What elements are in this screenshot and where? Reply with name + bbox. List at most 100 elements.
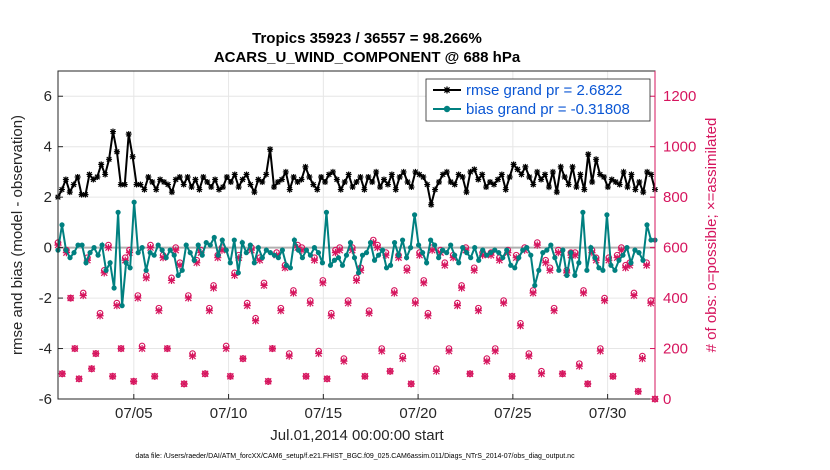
bias-point — [343, 252, 350, 258]
obs-assimilated-point — [579, 289, 588, 297]
obs-assimilated-point — [344, 299, 352, 307]
rmse-point — [239, 176, 246, 183]
bias-point — [199, 252, 205, 258]
rmse-point — [380, 176, 387, 183]
rmse-point — [310, 181, 317, 188]
obs-assimilated-point — [281, 264, 289, 272]
y-tick-label: 0 — [44, 240, 52, 257]
obs-assimilated-point — [445, 347, 453, 355]
bias-point — [580, 209, 586, 215]
rmse-point — [365, 173, 372, 180]
bias-point — [291, 237, 297, 243]
bias-point — [516, 255, 522, 261]
obs-assimilated-point — [310, 256, 319, 264]
obs-assimilated-point — [230, 271, 239, 279]
obs-assimilated-point — [558, 370, 567, 378]
rmse-point — [247, 181, 254, 188]
obs-assimilated-point — [155, 307, 163, 315]
bias-point — [271, 252, 277, 258]
obs-assimilated-point — [600, 297, 609, 305]
bias-point — [395, 252, 402, 258]
obs-assimilated-point — [163, 344, 171, 353]
bias-point — [307, 252, 314, 258]
obs-assimilated-point — [458, 284, 466, 292]
rmse-point — [306, 173, 313, 180]
rmse-point — [74, 173, 81, 180]
bias-point — [183, 242, 189, 248]
rmse-point — [408, 184, 415, 191]
legend-rmse-marker — [443, 86, 451, 94]
rmse-point — [494, 176, 501, 183]
obs-assimilated-point — [130, 377, 138, 385]
bias-point — [387, 262, 394, 268]
y-axis-left: -6 -4 -2 0 2 4 6 — [39, 88, 63, 408]
bias-point — [476, 257, 482, 263]
bias-point — [283, 262, 289, 268]
bias-point — [428, 237, 434, 243]
bias-point — [91, 245, 97, 251]
bias-point — [440, 247, 446, 253]
obs-assimilated-point — [121, 256, 129, 264]
bias-point — [203, 239, 209, 246]
obs-assimilated-point — [415, 251, 424, 259]
rmse-point — [255, 176, 262, 183]
bias-point — [588, 245, 594, 251]
rmse-point — [585, 151, 592, 158]
x-axis-label: Jul.01,2014 00:00:00 start — [270, 427, 444, 444]
rmse-point — [361, 186, 368, 193]
obs-assimilated-point — [479, 251, 487, 259]
bias-point — [127, 265, 133, 271]
bias-point — [295, 247, 302, 253]
bias-point — [508, 262, 514, 268]
bias-point — [355, 270, 362, 276]
obs-assimilated-point — [378, 347, 386, 355]
bias-point — [616, 257, 622, 263]
obs-assimilated-point — [441, 261, 449, 269]
bias-point — [371, 257, 378, 263]
obs-assimilated-point — [474, 307, 483, 315]
rmse-point — [620, 168, 627, 175]
obs-assimilated-point — [251, 317, 260, 325]
obs-assimilated-point — [630, 291, 638, 300]
rmse-point — [459, 173, 466, 180]
rmse-point — [341, 179, 348, 186]
rmse-point — [443, 168, 450, 175]
bias-point — [596, 265, 602, 271]
rmse-point — [188, 184, 195, 191]
bias-point — [564, 272, 570, 278]
bias-layer — [55, 199, 658, 309]
rmse-point — [545, 184, 552, 191]
bias-point — [403, 255, 410, 261]
obs-assimilated-point — [428, 246, 436, 254]
rmse-point — [439, 171, 446, 178]
rmse-point — [58, 186, 65, 193]
bias-point — [584, 267, 590, 273]
rmse-point — [66, 189, 73, 196]
rmse-point — [70, 181, 77, 188]
obs-assimilated-point — [453, 302, 462, 310]
rmse-point — [192, 176, 199, 183]
bias-point — [227, 260, 233, 266]
rmse-point — [180, 181, 187, 188]
obs-assimilated-point — [159, 254, 167, 262]
y-right-tick-label: 0 — [663, 391, 671, 408]
bias-point — [444, 250, 450, 256]
x-tick-label: 07/25 — [494, 405, 532, 422]
bias-point — [648, 237, 654, 243]
rmse-point — [318, 173, 325, 180]
bias-point — [636, 250, 642, 256]
rmse-point — [98, 161, 105, 168]
bias-point — [407, 245, 414, 251]
rmse-point — [141, 186, 148, 193]
obs-assimilated-point — [331, 249, 340, 257]
bias-point — [207, 242, 213, 248]
obs-assimilated-point — [239, 355, 247, 363]
bias-point — [628, 260, 634, 266]
y-tick-label: 2 — [44, 189, 52, 206]
rmse-point — [514, 166, 521, 173]
obs-assimilated-point — [596, 347, 604, 355]
obs-assimilated-point — [571, 251, 579, 259]
obs-assimilated-point — [260, 281, 268, 290]
rmse-point — [616, 181, 623, 188]
bias-point — [480, 247, 486, 253]
